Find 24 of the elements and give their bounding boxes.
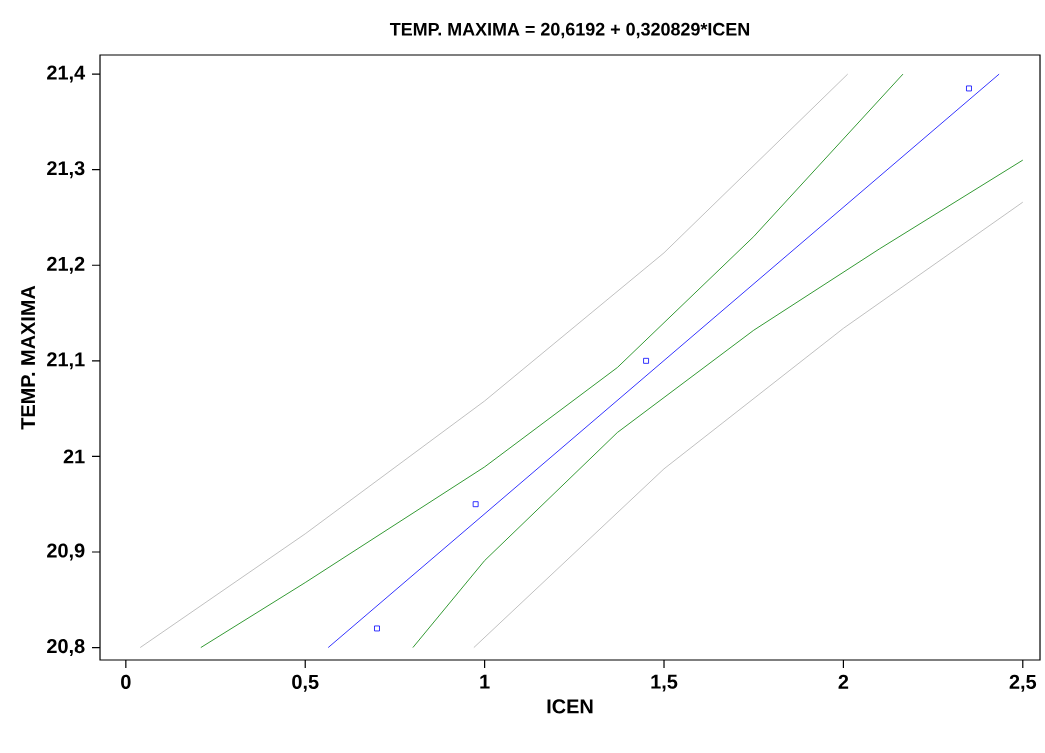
y-tick-label: 20,9 — [47, 543, 85, 561]
y-tick-label: 21,1 — [47, 352, 85, 370]
x-tick-label: 0 — [121, 674, 131, 689]
line-series — [139, 73, 849, 648]
y-tick-label: 21,4 — [47, 65, 86, 83]
line-series — [200, 73, 904, 648]
point — [966, 85, 972, 92]
x-tick-label: 2 — [838, 674, 849, 689]
y-tick-label: 20,8 — [47, 639, 85, 657]
point — [374, 625, 380, 632]
chart-title: TEMP. MAXIMA = 20,6192 + 0,320829*ICEN — [389, 22, 750, 39]
x-tick-label: 1,5 — [651, 674, 678, 692]
point — [472, 501, 479, 508]
y-tick-label: 21,2 — [47, 256, 85, 274]
line-series — [473, 201, 1024, 648]
x-tick-label: 1 — [480, 674, 490, 689]
x-axis-title: ICEN — [547, 699, 593, 714]
y-tick-label: 21 — [63, 449, 85, 464]
y-axis-title: TEMP. MAXIMA — [21, 285, 35, 430]
x-tick-label: 0,5 — [292, 674, 319, 692]
line-series — [412, 159, 1024, 648]
x-tick-label: 2,5 — [1009, 674, 1037, 692]
y-tick-label: 21,3 — [47, 161, 85, 179]
point — [643, 357, 649, 364]
